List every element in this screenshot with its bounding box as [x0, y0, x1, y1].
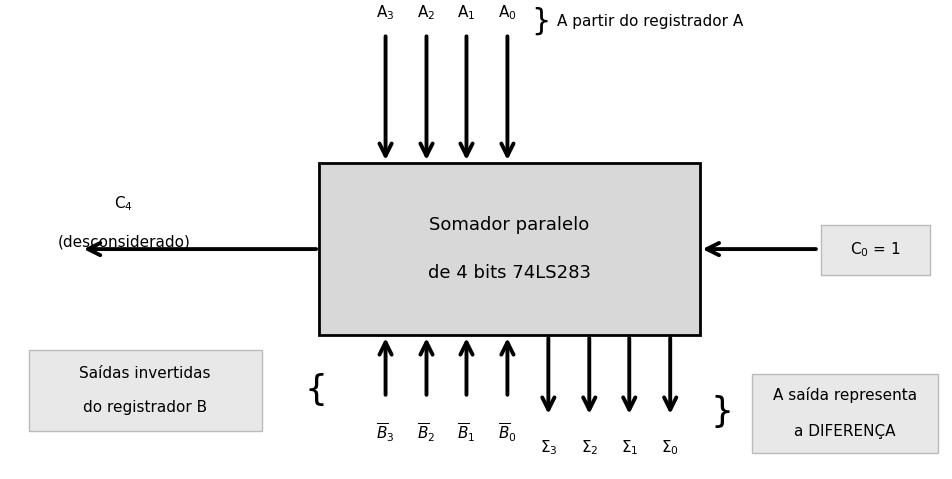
Text: $\Sigma_1$: $\Sigma_1$: [621, 438, 638, 457]
FancyBboxPatch shape: [29, 350, 262, 431]
Text: }: }: [531, 7, 550, 36]
Text: $\overline{B}_0$: $\overline{B}_0$: [498, 422, 517, 444]
Text: $\overline{B}_1$: $\overline{B}_1$: [457, 422, 476, 444]
Text: A$_2$: A$_2$: [417, 3, 436, 22]
Text: $\overline{B}_3$: $\overline{B}_3$: [376, 422, 395, 444]
Text: Somador paralelo: Somador paralelo: [429, 216, 589, 234]
Text: A$_1$: A$_1$: [457, 3, 476, 22]
Text: A$_3$: A$_3$: [376, 3, 395, 22]
Text: }: }: [710, 395, 733, 429]
FancyBboxPatch shape: [821, 225, 930, 275]
Text: $\Sigma_3$: $\Sigma_3$: [540, 438, 557, 457]
Text: A$_0$: A$_0$: [498, 3, 517, 22]
FancyBboxPatch shape: [319, 163, 700, 335]
Text: (desconsiderado): (desconsiderado): [57, 234, 190, 250]
Text: C$_4$: C$_4$: [114, 194, 133, 213]
Text: C$_0$ = 1: C$_0$ = 1: [850, 240, 902, 260]
Text: $\Sigma_0$: $\Sigma_0$: [662, 438, 679, 457]
Text: a DIFERENÇA: a DIFERENÇA: [794, 424, 896, 439]
Text: do registrador B: do registrador B: [83, 399, 208, 415]
FancyBboxPatch shape: [752, 374, 938, 453]
Text: $\overline{B}_2$: $\overline{B}_2$: [417, 422, 436, 444]
Text: A saída representa: A saída representa: [773, 387, 917, 403]
Text: $\Sigma_2$: $\Sigma_2$: [581, 438, 598, 457]
Text: Saídas invertidas: Saídas invertidas: [79, 366, 211, 381]
Text: {: {: [305, 374, 327, 407]
Text: A partir do registrador A: A partir do registrador A: [557, 14, 744, 29]
Text: de 4 bits 74LS283: de 4 bits 74LS283: [427, 264, 591, 282]
